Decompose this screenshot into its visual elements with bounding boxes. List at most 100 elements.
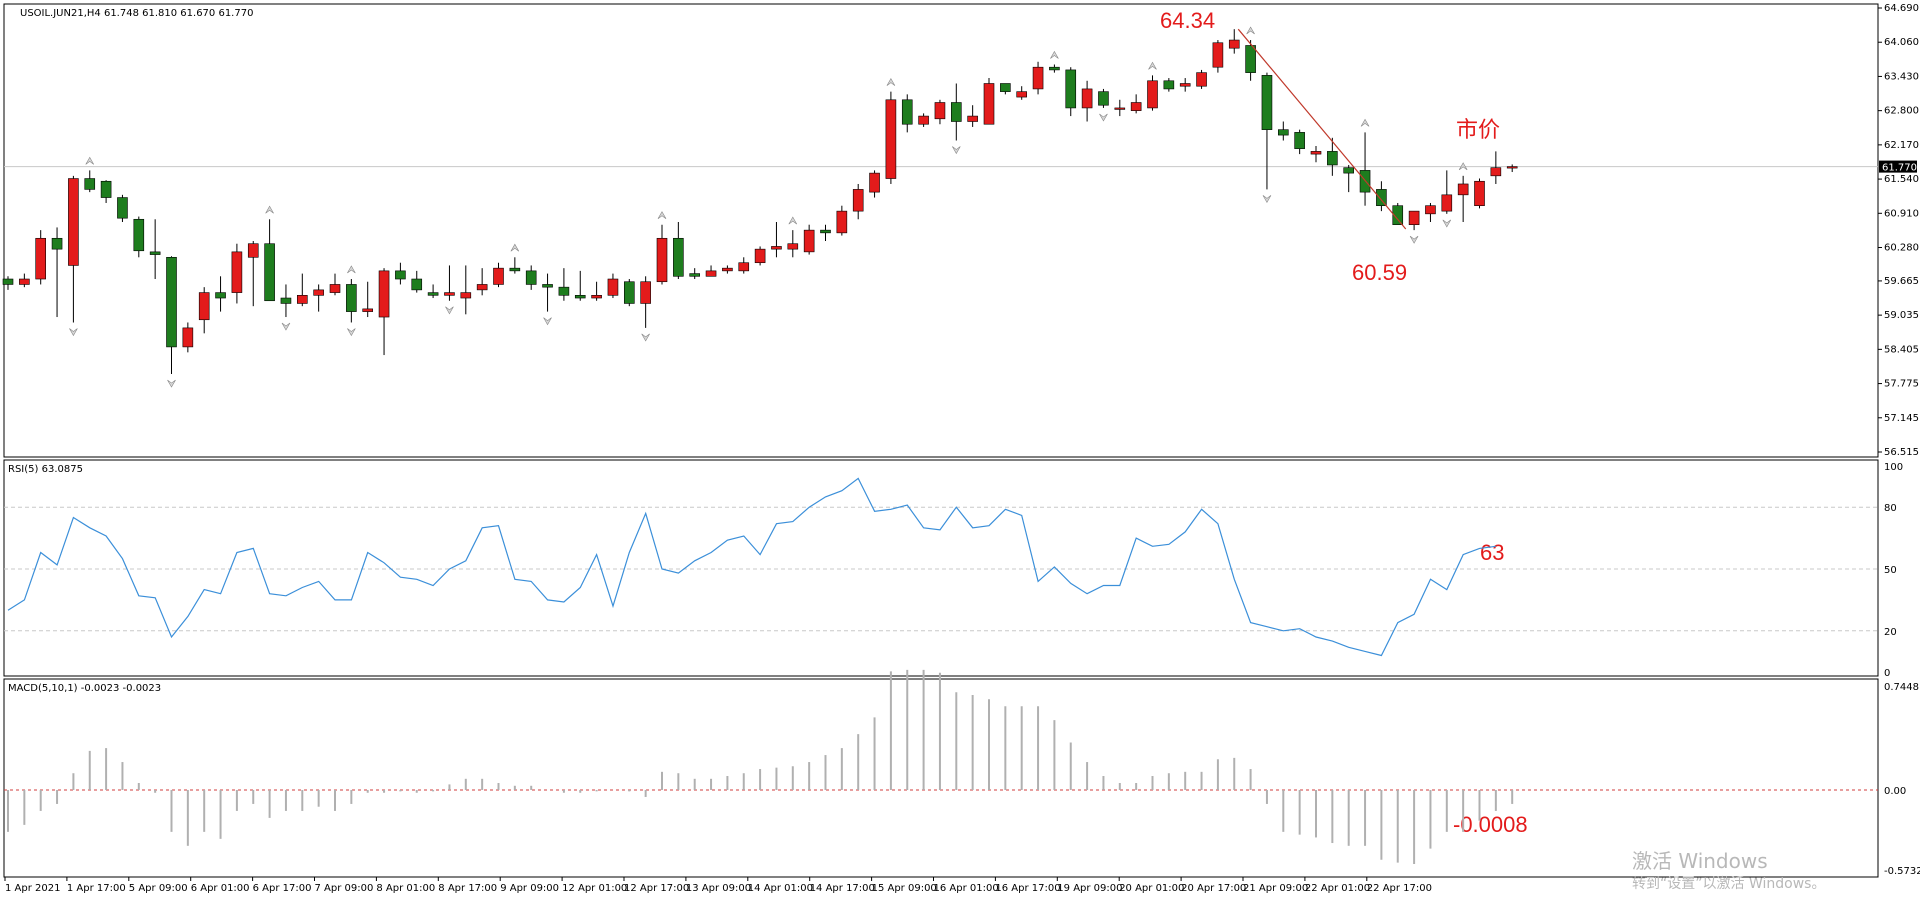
candle-body	[967, 115, 978, 122]
candle-body	[1179, 83, 1191, 87]
candle-body	[542, 284, 553, 288]
time-tick-label: 1 Apr 2021	[5, 883, 60, 894]
candle-body	[1490, 167, 1502, 177]
price-tick-label: 60.280	[1884, 243, 1919, 254]
candle-body	[362, 308, 374, 312]
candle-body	[149, 251, 161, 255]
candle-body	[231, 251, 243, 293]
candle-body	[378, 270, 390, 318]
fractal-up-arrow	[886, 78, 896, 86]
candle-body	[198, 292, 210, 321]
macd-tick-label: 0.00	[1884, 786, 1906, 797]
price-tick-label: 58.405	[1884, 344, 1919, 355]
fractal-up-arrow	[347, 265, 356, 274]
candle-body	[803, 229, 815, 253]
candle-body	[722, 267, 733, 272]
candle-body	[623, 281, 635, 304]
candle-body	[558, 286, 570, 296]
time-tick-label: 20 Apr 17:00	[1181, 883, 1246, 894]
axes-layer: 64.690 64.060 63.430 62.800 62.170 61.540 60.9…	[4, 3, 1920, 894]
price-tick-label: 59.665	[1884, 276, 1919, 287]
price-tick-label: 61.540	[1884, 174, 1919, 185]
candle-body	[1376, 189, 1387, 206]
candle-body	[738, 262, 750, 272]
candle-body	[296, 295, 308, 304]
candles-layer	[2, 26, 1878, 388]
price-tick-label: 57.775	[1884, 379, 1919, 390]
rsi-tick-label: 100	[1884, 462, 1903, 473]
candle-body	[918, 115, 929, 125]
fractal-up-arrow	[1458, 162, 1468, 171]
candle-body	[1049, 66, 1060, 71]
candle-body	[1408, 210, 1420, 226]
candle-body	[1065, 69, 1077, 109]
candle-body	[1392, 205, 1404, 226]
rsi-line	[7, 477, 1496, 657]
candle-body	[901, 99, 913, 125]
high-annotation: 64.34	[1160, 8, 1215, 33]
candle-body	[247, 243, 259, 258]
rsi-tick-label: 20	[1884, 627, 1897, 638]
fractal-down-arrow	[69, 328, 78, 337]
candle-body	[133, 218, 145, 252]
watermark-line2: 转到“设置”以激活 Windows。	[1632, 875, 1825, 892]
candle-body	[656, 237, 668, 283]
fractal-up-arrow	[788, 216, 798, 225]
fractal-down-arrow	[543, 317, 552, 326]
current-price-box	[1879, 160, 1917, 173]
candle-body	[182, 327, 194, 348]
candle-body	[1000, 83, 1011, 92]
candle-body	[51, 237, 63, 250]
candle-body	[411, 278, 423, 291]
rsi-annotation: 63	[1480, 540, 1504, 565]
time-tick-label: 12 Apr 17:00	[624, 883, 689, 894]
candle-body	[1310, 151, 1322, 155]
time-tick-label: 9 Apr 09:00	[500, 883, 559, 894]
fractal-down-arrow	[167, 379, 176, 388]
candle-body	[934, 102, 946, 120]
macd-annotation: -0.0008	[1453, 812, 1528, 837]
macd-tick-label: 0.7448	[1884, 682, 1919, 693]
candle-body	[640, 281, 651, 304]
price-tick-label: 62.170	[1884, 140, 1919, 151]
time-tick-label: 22 Apr 17:00	[1367, 883, 1432, 894]
macd-tick-label: -0.5732	[1884, 866, 1920, 877]
candle-body	[100, 180, 112, 198]
candle-body	[117, 197, 128, 219]
candle-body	[1343, 167, 1354, 174]
candle-body	[19, 278, 30, 285]
current-price-label: 61.770	[1882, 163, 1917, 174]
trend-line	[1237, 28, 1407, 230]
candle-body	[1457, 183, 1469, 196]
candle-body	[264, 243, 275, 302]
rsi-tick-label: 0	[1884, 668, 1890, 679]
candle-body	[869, 172, 880, 193]
time-tick-label: 6 Apr 01:00	[191, 883, 250, 894]
rsi-title: RSI(5) 63.0875	[8, 464, 83, 475]
candle-body	[1294, 132, 1305, 149]
rsi-panel-frame	[3, 459, 1879, 677]
price-tick-label: 64.060	[1884, 37, 1919, 48]
candle-body	[444, 292, 455, 296]
time-tick-label: 13 Apr 09:00	[686, 883, 751, 894]
fractal-down-arrow	[445, 306, 454, 315]
candle-body	[1327, 151, 1338, 166]
candle-body	[607, 278, 619, 296]
fractal-up-arrow	[265, 205, 274, 214]
candle-body	[1278, 129, 1289, 136]
fractal-up-arrow	[85, 156, 95, 165]
time-tick-label: 14 Apr 17:00	[810, 883, 875, 894]
fractal-up-arrow	[1360, 118, 1370, 127]
time-tick-label: 16 Apr 01:00	[934, 883, 999, 894]
candle-body	[787, 243, 799, 250]
candle-body	[1441, 194, 1453, 212]
fractal-down-arrow	[641, 333, 650, 342]
candle-body	[673, 237, 684, 277]
candle-body	[820, 229, 831, 234]
candle-body	[689, 273, 701, 277]
candle-body	[1016, 91, 1028, 98]
macd-layer	[4, 669, 1878, 864]
candle-body	[395, 270, 406, 280]
